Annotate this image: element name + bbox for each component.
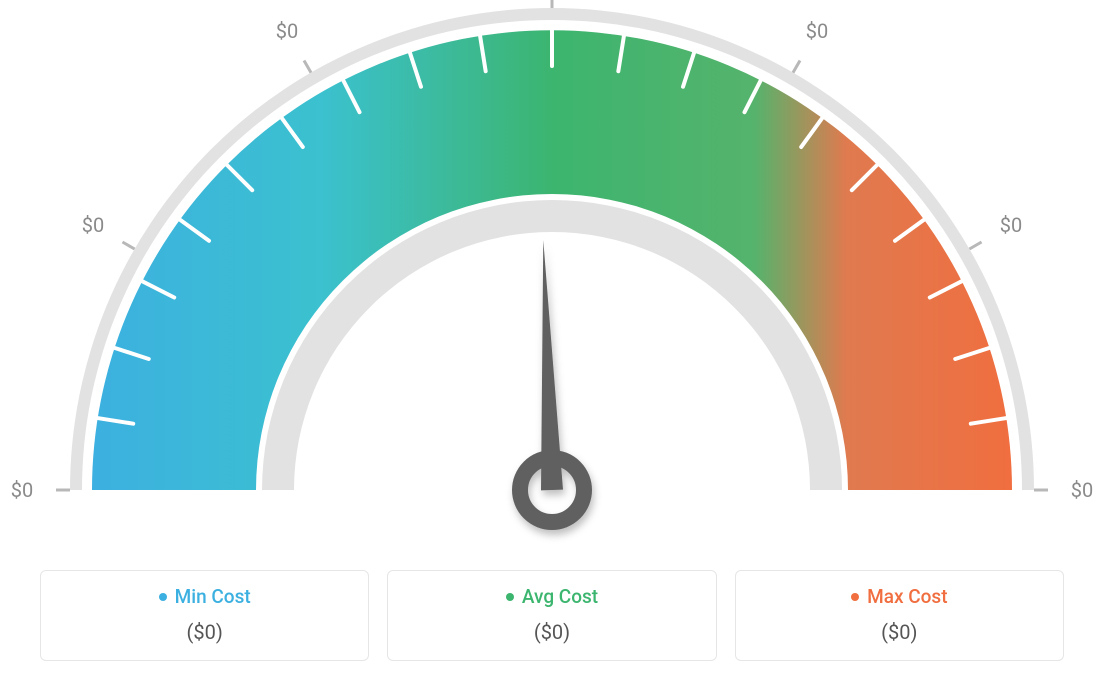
legend-label-max: Max Cost xyxy=(867,585,947,608)
legend-label-min: Min Cost xyxy=(175,585,251,608)
legend-dot-avg xyxy=(506,593,514,601)
legend-value-avg: ($0) xyxy=(398,620,705,644)
legend-card-avg: Avg Cost ($0) xyxy=(387,570,716,661)
gauge-tick-label: $0 xyxy=(11,478,33,502)
gauge-chart-container: $0$0$0$0$0$0$0 Min Cost ($0) Avg Cost ($… xyxy=(0,0,1104,690)
legend-value-max: ($0) xyxy=(746,620,1053,644)
gauge-area: $0$0$0$0$0$0$0 xyxy=(0,0,1104,560)
legend-title-min: Min Cost xyxy=(159,585,251,608)
legend-value-min: ($0) xyxy=(51,620,358,644)
gauge-tick-label: $0 xyxy=(1000,213,1022,237)
gauge-tick-label: $0 xyxy=(82,213,104,237)
legend-card-min: Min Cost ($0) xyxy=(40,570,369,661)
legend-label-avg: Avg Cost xyxy=(522,585,598,608)
legend-title-avg: Avg Cost xyxy=(506,585,598,608)
gauge-tick-label: $0 xyxy=(276,19,298,43)
legend-row: Min Cost ($0) Avg Cost ($0) Max Cost ($0… xyxy=(40,570,1064,661)
gauge-svg xyxy=(0,0,1104,560)
gauge-tick-label: $0 xyxy=(1071,478,1093,502)
legend-dot-min xyxy=(159,593,167,601)
gauge-tick-label: $0 xyxy=(806,19,828,43)
legend-card-max: Max Cost ($0) xyxy=(735,570,1064,661)
legend-dot-max xyxy=(851,593,859,601)
legend-title-max: Max Cost xyxy=(851,585,947,608)
